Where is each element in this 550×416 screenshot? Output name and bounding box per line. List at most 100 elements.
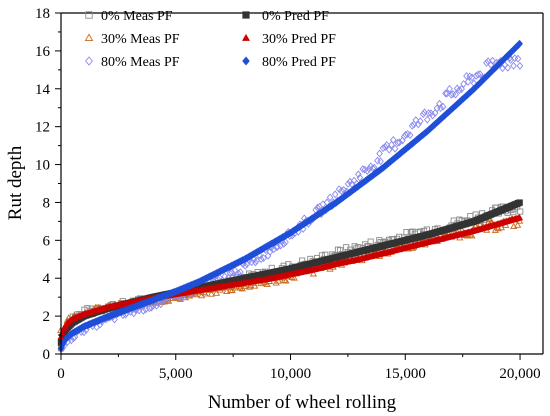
data-point [489,56,496,65]
y-tick-label: 18 [35,6,50,22]
data-point [157,300,165,309]
data-point [272,279,280,286]
legend-item-0-pct-pred-pf: 0% Pred PF [242,9,329,24]
data-point [516,199,523,206]
data-point [383,141,391,149]
data-point [212,289,221,296]
x-tick-label: 5,000 [159,366,193,382]
legend-marker [85,11,93,19]
data-point [241,261,249,270]
data-point [237,268,244,277]
x-tick-label: 0 [57,366,65,382]
x-tick-label: 20,000 [499,366,540,382]
legend-label: 30% Meas PF [101,32,180,47]
data-point [257,255,265,264]
data-point [483,58,490,67]
data-point [468,231,476,239]
data-point [419,110,427,119]
data-point [314,203,321,212]
data-point [436,99,443,108]
x-axis-title: Number of wheel rolling [208,392,397,413]
legend-label: 0% Pred PF [262,9,329,24]
data-point [414,120,422,129]
data-point [260,254,267,263]
data-point [251,282,259,289]
chart-axes: 0 5,000 10,000 15,000 20,000 0 2 4 6 8 10 12 14 16 18 [35,6,544,382]
data-point [446,84,453,93]
legend-item-80-pct-pred-pf: 80% Pred PF [242,55,336,70]
data-point [282,238,289,247]
data-point [504,63,512,72]
data-point [376,237,383,244]
data-point [516,39,523,48]
data-point [402,130,409,139]
data-point [146,304,153,313]
data-point [406,131,414,140]
y-tick-label: 10 [35,158,50,174]
data-point [377,157,384,166]
data-point [130,309,138,318]
data-point [140,306,147,315]
data-point [201,289,209,297]
data-point [376,149,383,158]
data-point [148,303,155,312]
data-point [282,277,290,284]
legend-label: 80% Meas PF [101,55,180,70]
y-tick-label: 12 [35,120,50,136]
data-point [403,229,410,236]
data-point [442,89,449,98]
data-point [458,85,465,93]
legend-marker [242,33,250,41]
data-point [359,165,367,174]
legend-label: 80% Pred PF [262,55,336,70]
data-point [407,229,414,236]
data-point [364,166,371,175]
data-point [474,70,482,79]
data-point [245,283,254,290]
x-tick-label: 15,000 [385,366,426,382]
data-point [331,190,339,199]
data-point [274,242,281,251]
data-point [516,61,524,70]
data-point [443,89,451,98]
data-point [517,208,524,215]
x-tick-label: 10,000 [270,366,311,382]
data-point [425,109,432,118]
data-point [429,111,436,120]
data-point [176,294,184,303]
data-point [412,116,420,124]
data-point [416,117,424,126]
series-80-pct-pred-pf [57,39,523,353]
data-point [385,145,393,154]
legend-label: 0% Meas PF [101,9,173,24]
data-point [439,102,447,111]
chart-marks [57,39,524,353]
data-point [437,104,444,113]
data-point [421,108,428,117]
legend-item-30-pct-pred-pf: 30% Pred PF [242,32,336,47]
data-point [309,270,318,277]
data-point [369,164,377,173]
data-point [423,115,431,124]
legend-item-30-pct-meas-pf: 30% Meas PF [84,32,180,47]
y-tick-label: 4 [43,271,51,287]
data-point [476,70,484,78]
data-point [381,143,389,151]
data-point [356,173,364,182]
data-point [514,221,522,228]
data-point [198,291,206,299]
y-tick-label: 16 [35,44,51,60]
y-tick-label: 8 [43,195,51,211]
data-point [280,276,289,283]
y-tick-label: 2 [43,309,51,325]
data-point [280,239,287,248]
data-point [351,243,358,250]
y-tick-label: 6 [43,233,51,249]
data-point [142,305,150,314]
legend-item-0-pct-meas-pf: 0% Meas PF [85,9,173,24]
data-point [456,86,463,94]
data-point [290,274,298,281]
data-point [408,121,416,130]
data-point [338,186,345,195]
